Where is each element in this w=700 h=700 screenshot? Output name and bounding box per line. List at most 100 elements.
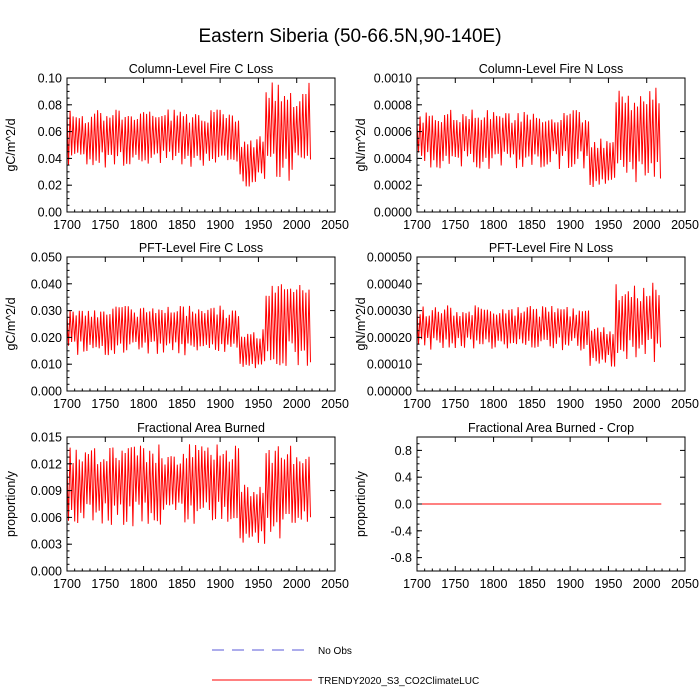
y-tick-label: -0.8 — [390, 551, 412, 565]
y-tick-label: 0.00010 — [367, 358, 412, 372]
legend-obs-label: No Obs — [318, 646, 352, 657]
x-tick-label: 1950 — [595, 218, 623, 232]
y-tick-label: 0.8 — [395, 444, 412, 458]
x-tick-label: 1750 — [91, 397, 119, 411]
x-tick-label: 1700 — [403, 218, 431, 232]
y-tick-label: 0.00000 — [367, 385, 412, 399]
x-tick-label: 1750 — [91, 218, 119, 232]
x-tick-label: 1850 — [168, 397, 196, 411]
x-tick-label: 1800 — [130, 218, 158, 232]
x-tick-label: 2000 — [633, 218, 661, 232]
y-tick-label: 0.006 — [31, 511, 62, 525]
legend: No Obs TRENDY2020_S3_CO2ClimateLUC — [212, 646, 479, 687]
x-tick-label: 2050 — [321, 397, 349, 411]
x-tick-label: 1950 — [245, 577, 273, 591]
y-tick-label: 0.020 — [31, 331, 62, 345]
x-tick-label: 1850 — [168, 218, 196, 232]
x-tick-label: 1700 — [53, 397, 81, 411]
legend-model-label: TRENDY2020_S3_CO2ClimateLUC — [318, 676, 479, 687]
y-tick-label: 0.10 — [38, 72, 62, 86]
y-tick-label: 0.009 — [31, 484, 62, 498]
x-tick-label: 1750 — [441, 218, 469, 232]
x-tick-label: 1700 — [403, 577, 431, 591]
y-tick-label: 0.012 — [31, 457, 62, 471]
x-tick-label: 2050 — [321, 577, 349, 591]
y-axis-label: gN/m^2/d — [354, 297, 368, 350]
y-tick-label: 0.010 — [31, 358, 62, 372]
panel-title: Fractional Area Burned — [137, 421, 265, 435]
x-tick-label: 1950 — [595, 397, 623, 411]
x-tick-label: 2000 — [633, 397, 661, 411]
panel-pft_n: PFT-Level Fire N Loss gN/m^2/d 1700 1750 180… — [354, 241, 699, 411]
x-tick-label: 1950 — [245, 397, 273, 411]
x-tick-label: 1900 — [206, 397, 234, 411]
y-tick-label: 0.0008 — [374, 98, 412, 112]
x-tick-label: 1850 — [168, 577, 196, 591]
y-tick-label: 0.00040 — [367, 277, 412, 291]
y-axis-label: gN/m^2/d — [354, 118, 368, 171]
panel-title: Column-Level Fire N Loss — [479, 62, 624, 76]
x-tick-label: 1800 — [130, 577, 158, 591]
x-tick-label: 1750 — [441, 397, 469, 411]
y-tick-label: 0.00050 — [367, 251, 412, 265]
series-line — [416, 282, 661, 367]
x-tick-label: 2000 — [283, 218, 311, 232]
y-tick-label: 0.06 — [38, 125, 62, 139]
y-tick-label: 0.0010 — [374, 72, 412, 86]
x-tick-label: 1800 — [480, 397, 508, 411]
series-line — [66, 82, 311, 187]
y-tick-label: 0.00020 — [367, 331, 412, 345]
y-tick-label: 0.003 — [31, 538, 62, 552]
figure-title: Eastern Siberia (50-66.5N,90-140E) — [198, 26, 502, 47]
y-tick-label: 0.0006 — [374, 125, 412, 139]
y-tick-label: 0.030 — [31, 304, 62, 318]
panel-title: Column-Level Fire C Loss — [129, 62, 274, 76]
y-tick-label: 0.0000 — [374, 206, 412, 220]
series-line — [66, 444, 311, 544]
x-tick-label: 1900 — [206, 218, 234, 232]
y-tick-label: 0.00030 — [367, 304, 412, 318]
x-tick-label: 1800 — [480, 218, 508, 232]
y-tick-label: 0.0002 — [374, 179, 412, 193]
panel-title: PFT-Level Fire C Loss — [139, 241, 263, 255]
y-tick-label: 0.015 — [31, 431, 62, 445]
y-axis-label: gC/m^2/d — [4, 118, 18, 171]
panel-col_c: Column-Level Fire C Loss gC/m^2/d 1700 1750… — [4, 62, 349, 232]
x-tick-label: 2050 — [321, 218, 349, 232]
series-line — [416, 87, 661, 188]
y-tick-label: 0.000 — [31, 385, 62, 399]
x-tick-label: 2050 — [671, 397, 699, 411]
series-line — [66, 284, 311, 369]
x-tick-label: 1950 — [245, 218, 273, 232]
y-tick-label: 0.02 — [38, 179, 62, 193]
x-tick-label: 1850 — [518, 218, 546, 232]
panel-col_n: Column-Level Fire N Loss gN/m^2/d 1700 1750… — [354, 62, 699, 232]
x-tick-label: 1900 — [556, 577, 584, 591]
panel-title: Fractional Area Burned - Crop — [468, 421, 634, 435]
y-tick-label: 0.00 — [38, 206, 62, 220]
x-tick-label: 1900 — [556, 218, 584, 232]
x-tick-label: 1850 — [518, 397, 546, 411]
x-tick-label: 2000 — [283, 397, 311, 411]
x-tick-label: 1750 — [91, 577, 119, 591]
y-axis-label: proportion/y — [4, 470, 18, 537]
x-tick-label: 1750 — [441, 577, 469, 591]
x-tick-label: 1800 — [130, 397, 158, 411]
y-tick-label: 0.040 — [31, 277, 62, 291]
y-tick-label: 0.4 — [395, 471, 412, 485]
y-tick-label: 0.050 — [31, 251, 62, 265]
y-tick-label: -0.4 — [390, 524, 412, 538]
panel-farea_crop: Fractional Area Burned - Crop proportion/… — [354, 421, 699, 591]
x-tick-label: 1800 — [480, 577, 508, 591]
x-tick-label: 1700 — [53, 218, 81, 232]
y-tick-label: 0.000 — [31, 565, 62, 579]
x-tick-label: 1700 — [53, 577, 81, 591]
y-tick-label: 0.0 — [395, 498, 412, 512]
x-tick-label: 1900 — [556, 397, 584, 411]
panel-pft_c: PFT-Level Fire C Loss gC/m^2/d 1700 1750 180… — [4, 241, 349, 411]
y-tick-label: 0.0004 — [374, 152, 412, 166]
x-tick-label: 1700 — [403, 397, 431, 411]
x-tick-label: 2050 — [671, 218, 699, 232]
x-tick-label: 2000 — [633, 577, 661, 591]
x-tick-label: 1850 — [518, 577, 546, 591]
